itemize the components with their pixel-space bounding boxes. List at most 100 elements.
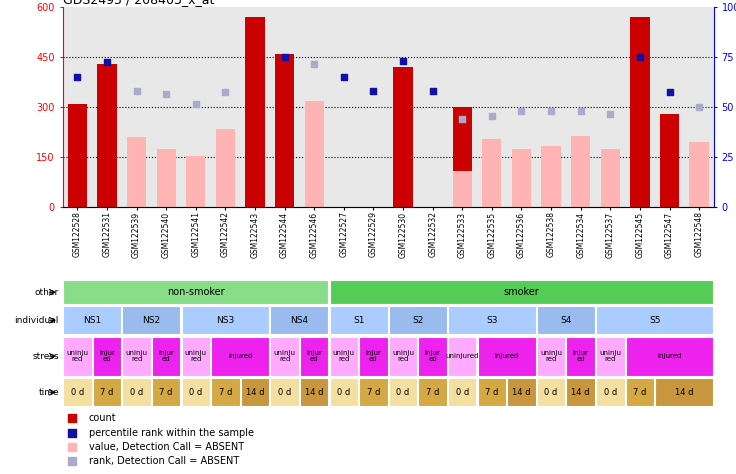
Text: injur
ed: injur ed [158, 350, 174, 362]
Point [66, 415, 78, 422]
Bar [211, 337, 269, 376]
Text: NS3: NS3 [216, 316, 235, 325]
Text: percentile rank within the sample: percentile rank within the sample [88, 428, 254, 438]
Bar [596, 337, 625, 376]
Bar [626, 378, 654, 406]
Bar [389, 378, 417, 406]
Bar [478, 378, 506, 406]
Text: S4: S4 [560, 316, 572, 325]
Bar [394, 67, 413, 207]
Text: S1: S1 [353, 316, 364, 325]
Point [131, 87, 143, 94]
Bar [182, 378, 210, 406]
Point [279, 54, 291, 61]
Bar [127, 137, 146, 207]
Text: uninju
red: uninju red [274, 350, 296, 362]
Text: uninju
red: uninju red [185, 350, 207, 362]
Text: NS2: NS2 [142, 316, 160, 325]
Text: uninju
red: uninju red [126, 350, 148, 362]
Text: 14 d: 14 d [675, 388, 693, 397]
Bar [93, 337, 121, 376]
Point [219, 89, 231, 96]
Point [101, 58, 113, 66]
Bar [186, 155, 205, 207]
Text: uninju
red: uninju red [540, 350, 562, 362]
Bar [542, 146, 561, 207]
Text: 0 d: 0 d [71, 388, 84, 397]
Text: 14 d: 14 d [305, 388, 323, 397]
Text: 7 d: 7 d [160, 388, 173, 397]
Bar [512, 149, 531, 207]
Bar [330, 378, 358, 406]
Text: 7 d: 7 d [219, 388, 232, 397]
Bar [68, 104, 87, 207]
Bar [359, 337, 388, 376]
Text: injur
ed: injur ed [99, 350, 115, 362]
Point [66, 443, 78, 451]
Bar [245, 17, 265, 207]
Text: GDS2495 / 208403_x_at: GDS2495 / 208403_x_at [63, 0, 214, 6]
Bar [97, 64, 116, 207]
Bar [448, 306, 536, 334]
Bar [537, 378, 565, 406]
Bar [211, 378, 240, 406]
Text: uninju
red: uninju red [66, 350, 88, 362]
Bar [305, 100, 324, 207]
Point [693, 103, 705, 111]
Point [545, 107, 557, 114]
Bar [626, 337, 713, 376]
Text: injur
ed: injur ed [425, 350, 441, 362]
Bar [182, 306, 269, 334]
Text: 7 d: 7 d [100, 388, 113, 397]
Point [456, 115, 468, 123]
Bar [241, 378, 269, 406]
Text: 14 d: 14 d [512, 388, 531, 397]
Bar [93, 378, 121, 406]
Bar [152, 337, 180, 376]
Bar [63, 306, 121, 334]
Text: S5: S5 [649, 316, 660, 325]
Bar [300, 337, 328, 376]
Bar [389, 306, 447, 334]
Bar [537, 306, 595, 334]
Bar [389, 337, 417, 376]
Point [575, 107, 587, 114]
Text: value, Detection Call = ABSENT: value, Detection Call = ABSENT [88, 442, 244, 452]
Bar [567, 337, 595, 376]
Text: non-smoker: non-smoker [167, 287, 224, 297]
Bar [507, 378, 536, 406]
Bar [453, 107, 472, 207]
Text: uninjured: uninjured [445, 353, 479, 359]
Point [71, 73, 83, 81]
Bar [630, 17, 650, 207]
Bar [157, 149, 176, 207]
Text: 0 d: 0 d [397, 388, 410, 397]
Text: 7 d: 7 d [426, 388, 439, 397]
Text: NS1: NS1 [83, 316, 102, 325]
Bar [330, 337, 358, 376]
Point [486, 112, 498, 119]
Text: stress: stress [32, 352, 59, 361]
Bar [63, 378, 91, 406]
Bar [596, 306, 713, 334]
Bar [419, 337, 447, 376]
Point [338, 73, 350, 81]
Text: injured: injured [495, 353, 519, 359]
Text: 0 d: 0 d [337, 388, 350, 397]
Bar [448, 378, 476, 406]
Text: 7 d: 7 d [367, 388, 380, 397]
Bar [448, 337, 476, 376]
Bar [63, 337, 91, 376]
Text: 0 d: 0 d [189, 388, 202, 397]
Text: rank, Detection Call = ABSENT: rank, Detection Call = ABSENT [88, 456, 239, 466]
Text: other: other [35, 288, 59, 297]
Point [516, 107, 528, 114]
Bar [359, 378, 388, 406]
Bar [419, 378, 447, 406]
Text: S3: S3 [486, 316, 498, 325]
Text: uninju
red: uninju red [392, 350, 414, 362]
Bar [567, 378, 595, 406]
Text: injur
ed: injur ed [306, 350, 322, 362]
Bar [330, 306, 388, 334]
Text: 0 d: 0 d [604, 388, 617, 397]
